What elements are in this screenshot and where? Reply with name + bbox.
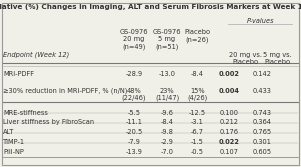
Text: Liver stiffness by FibroScan: Liver stiffness by FibroScan bbox=[3, 119, 94, 125]
Text: -28.9: -28.9 bbox=[126, 71, 142, 77]
Text: PIII-NP: PIII-NP bbox=[3, 149, 24, 155]
Text: 0.022: 0.022 bbox=[219, 139, 240, 145]
Text: 0.176: 0.176 bbox=[220, 129, 239, 135]
Text: -7.9: -7.9 bbox=[128, 139, 140, 145]
Text: -6.7: -6.7 bbox=[191, 129, 204, 135]
Text: -7.0: -7.0 bbox=[160, 149, 174, 155]
Text: Placebo
(n=26): Placebo (n=26) bbox=[184, 29, 210, 43]
Text: GS-0976
20 mg
(n=49): GS-0976 20 mg (n=49) bbox=[120, 29, 148, 50]
Text: 0.100: 0.100 bbox=[220, 110, 239, 116]
Text: -8.4: -8.4 bbox=[160, 119, 174, 125]
Text: -8.4: -8.4 bbox=[191, 71, 204, 77]
Text: 0.142: 0.142 bbox=[253, 71, 272, 77]
Text: -11.1: -11.1 bbox=[126, 119, 142, 125]
Text: 20 mg vs.
Placebo: 20 mg vs. Placebo bbox=[229, 52, 262, 65]
Text: MRE-stiffness: MRE-stiffness bbox=[3, 110, 48, 116]
Text: -2.9: -2.9 bbox=[161, 139, 173, 145]
Text: MRI-PDFF: MRI-PDFF bbox=[3, 71, 34, 77]
Text: -9.8: -9.8 bbox=[161, 129, 173, 135]
Text: 23%
(11/47): 23% (11/47) bbox=[155, 88, 179, 101]
Text: 0.765: 0.765 bbox=[253, 129, 272, 135]
Text: Relative (%) Changes in Imaging, ALT and Serum Fibrosis Markers at Week 12*: Relative (%) Changes in Imaging, ALT and… bbox=[0, 4, 301, 10]
Text: GS-0976
5 mg
(n=51): GS-0976 5 mg (n=51) bbox=[153, 29, 181, 50]
Text: 0.433: 0.433 bbox=[253, 88, 272, 94]
Text: 0.212: 0.212 bbox=[220, 119, 239, 125]
Text: -5.5: -5.5 bbox=[127, 110, 141, 116]
Text: ≥30% reduction in MRI-PDFF, % (n/N): ≥30% reduction in MRI-PDFF, % (n/N) bbox=[3, 88, 127, 94]
Text: Endpoint (Week 12): Endpoint (Week 12) bbox=[3, 52, 69, 58]
Text: 0.002: 0.002 bbox=[219, 71, 240, 77]
Text: 5 mg vs.
Placebo: 5 mg vs. Placebo bbox=[263, 52, 292, 65]
Text: 48%
(22/46): 48% (22/46) bbox=[122, 88, 146, 101]
Text: -13.9: -13.9 bbox=[126, 149, 142, 155]
Text: -13.0: -13.0 bbox=[159, 71, 175, 77]
Text: -3.1: -3.1 bbox=[191, 119, 203, 125]
Text: P-values: P-values bbox=[247, 18, 275, 24]
Text: -20.5: -20.5 bbox=[125, 129, 143, 135]
Text: -12.5: -12.5 bbox=[189, 110, 206, 116]
Text: TIMP-1: TIMP-1 bbox=[3, 139, 25, 145]
Text: 0.743: 0.743 bbox=[253, 110, 272, 116]
Text: ALT: ALT bbox=[3, 129, 14, 135]
Text: -9.6: -9.6 bbox=[161, 110, 173, 116]
Text: 0.107: 0.107 bbox=[220, 149, 239, 155]
Text: 0.364: 0.364 bbox=[253, 119, 272, 125]
Text: 15%
(4/26): 15% (4/26) bbox=[187, 88, 207, 101]
Text: 0.301: 0.301 bbox=[253, 139, 272, 145]
Text: 0.605: 0.605 bbox=[253, 149, 272, 155]
Text: -1.5: -1.5 bbox=[191, 139, 203, 145]
Text: -0.5: -0.5 bbox=[191, 149, 204, 155]
Text: 0.004: 0.004 bbox=[219, 88, 240, 94]
